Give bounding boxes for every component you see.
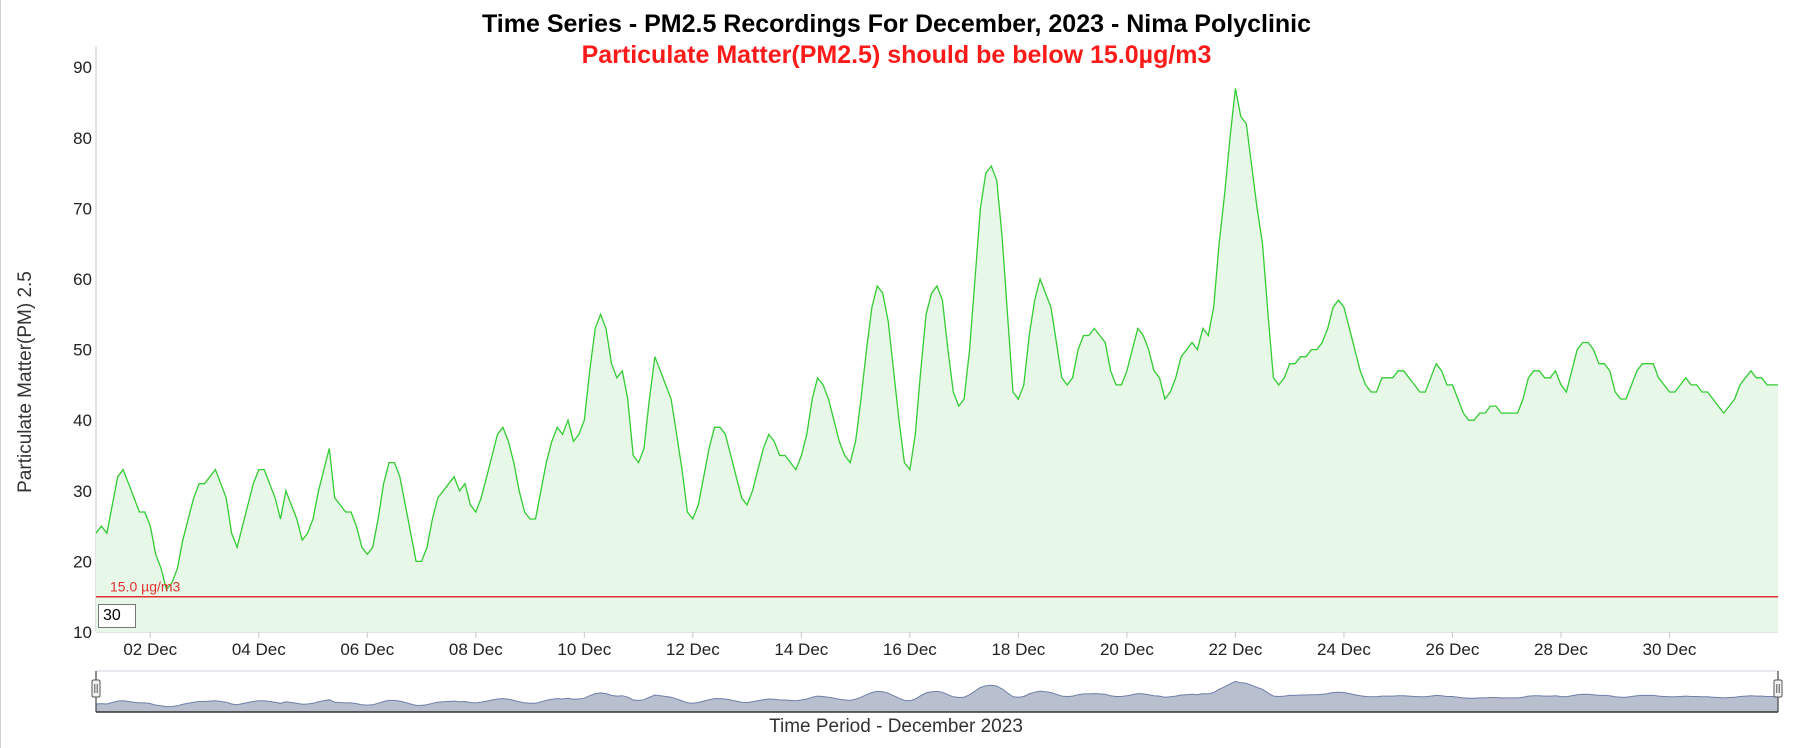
x-tick-label: 24 Dec bbox=[1317, 640, 1371, 659]
x-tick-label: 20 Dec bbox=[1100, 640, 1154, 659]
x-tick-label: 26 Dec bbox=[1426, 640, 1480, 659]
series-fill bbox=[96, 88, 1778, 632]
navigator-left-handle[interactable] bbox=[91, 679, 101, 698]
x-tick-label: 18 Dec bbox=[991, 640, 1045, 659]
y-tick-label: 30 bbox=[73, 482, 92, 501]
series-area bbox=[95, 88, 1778, 632]
page-left-border bbox=[0, 0, 1, 748]
y-tick-label: 10 bbox=[73, 623, 92, 642]
x-tick-label: 04 Dec bbox=[232, 640, 286, 659]
x-tick-label: 22 Dec bbox=[1208, 640, 1262, 659]
x-tick-label: 02 Dec bbox=[123, 640, 177, 659]
navigator[interactable] bbox=[91, 670, 1783, 713]
y-tick-label: 70 bbox=[73, 199, 92, 218]
threshold-label: 15.0 µg/m3 bbox=[110, 579, 181, 595]
navigator-line bbox=[95, 680, 1778, 708]
y-tick-label: 50 bbox=[73, 341, 92, 360]
chart-title: Time Series - PM2.5 Recordings For Decem… bbox=[481, 10, 1312, 38]
tick-labels: 10 20 30 40 50 60 70 80 90 02 Dec 04 Dec 06 Dec 08 D… bbox=[73, 58, 1697, 659]
x-tick-label: 16 Dec bbox=[883, 640, 937, 659]
y-tick-label: 20 bbox=[73, 552, 92, 571]
window-size-input[interactable] bbox=[98, 604, 136, 628]
x-tick-label: 30 Dec bbox=[1643, 640, 1697, 659]
y-axis-title: Particulate Matter(PM) 2.5 bbox=[15, 271, 36, 493]
series-line bbox=[95, 88, 1778, 592]
y-tick-label: 40 bbox=[73, 411, 92, 430]
x-axis-title: Time Period - December 2023 bbox=[769, 716, 1023, 737]
y-tick-label: 60 bbox=[73, 270, 92, 289]
chart-subtitle: Particulate Matter(PM2.5) should be belo… bbox=[581, 41, 1212, 69]
x-tick-label: 10 Dec bbox=[557, 640, 611, 659]
y-tick-label: 80 bbox=[73, 129, 92, 148]
x-tick-label: 12 Dec bbox=[666, 640, 720, 659]
navigator-right-handle[interactable] bbox=[1773, 679, 1783, 698]
y-tick-label: 90 bbox=[73, 58, 92, 77]
navigator-fill bbox=[96, 681, 1778, 712]
x-tick-label: 14 Dec bbox=[774, 640, 828, 659]
x-tick-label: 28 Dec bbox=[1534, 640, 1588, 659]
x-tick-label: 08 Dec bbox=[449, 640, 503, 659]
x-tick-label: 06 Dec bbox=[340, 640, 394, 659]
threshold-group: 15.0 µg/m3 bbox=[96, 579, 1778, 598]
